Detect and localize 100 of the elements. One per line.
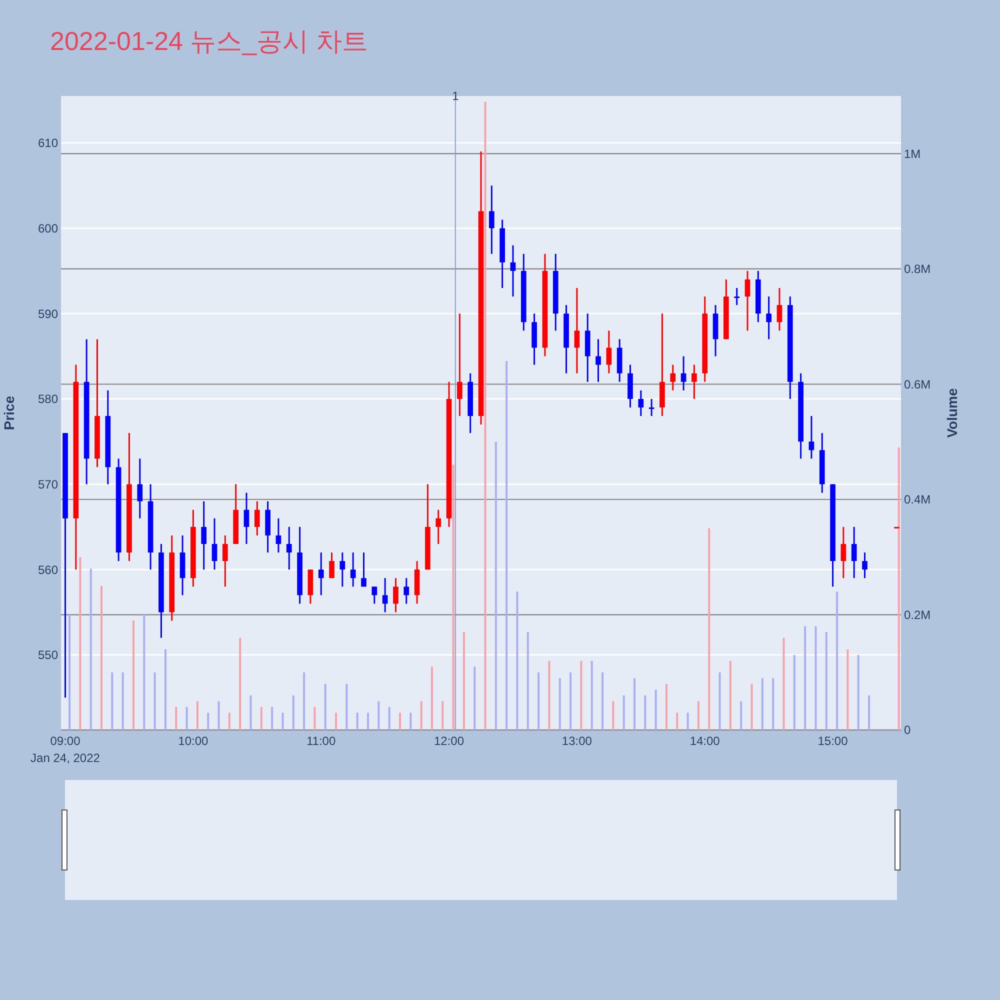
candlestick — [393, 577, 398, 613]
bar — [346, 684, 348, 730]
candlestick — [329, 552, 334, 579]
y-tick-label: 590 — [38, 306, 58, 321]
bar — [474, 666, 476, 730]
bar — [857, 655, 860, 730]
bar — [79, 557, 82, 730]
y2-tick-label: 0.8M — [904, 262, 931, 276]
y-tick-label: 610 — [38, 136, 58, 150]
bar — [718, 672, 721, 730]
bar — [335, 712, 338, 730]
bar — [590, 660, 593, 730]
bar — [772, 678, 774, 730]
x-tick-label: 12:00 — [434, 734, 464, 748]
bar — [143, 614, 146, 730]
bar — [111, 672, 114, 730]
y2-tick-label: 0.2M — [904, 608, 931, 622]
candlestick — [457, 312, 462, 417]
y-tick-label: 550 — [38, 648, 58, 662]
bar — [506, 361, 508, 730]
candlestick — [596, 338, 601, 383]
bar — [239, 638, 242, 730]
bar — [836, 592, 838, 730]
x-tick-label: 11:00 — [306, 734, 336, 748]
candlestick — [350, 552, 356, 588]
bar — [122, 672, 124, 730]
candlestick — [436, 509, 442, 545]
candlestick — [286, 526, 292, 570]
bar — [271, 706, 274, 730]
bar — [90, 568, 92, 730]
y-tick-label: 570 — [38, 477, 58, 492]
candlestick — [318, 552, 324, 596]
y2-axis-title: Volume — [944, 388, 960, 438]
y-tick-label: 560 — [38, 562, 58, 577]
bar — [516, 592, 518, 730]
bar — [218, 701, 220, 730]
bar — [367, 712, 370, 730]
candlestick — [734, 287, 740, 306]
bar — [442, 701, 444, 730]
candlestick — [510, 244, 516, 298]
candlestick — [361, 552, 366, 588]
bar — [207, 712, 210, 730]
bar — [356, 712, 358, 730]
bar — [494, 442, 497, 730]
y2-tick-label: 1M — [904, 146, 921, 161]
candlestick — [766, 296, 772, 340]
candlestick — [404, 577, 410, 604]
bar — [250, 695, 252, 730]
candlestick — [276, 518, 282, 554]
x-tick-label: 13:00 — [562, 734, 592, 748]
candlestick — [840, 526, 846, 579]
candlestick — [372, 586, 378, 604]
candlestick — [744, 270, 750, 332]
x-tick-label: 14:00 — [690, 734, 720, 748]
bar — [398, 712, 401, 730]
y2-tick-label: 0.4M — [904, 492, 931, 507]
bar — [654, 690, 657, 730]
bar — [729, 660, 732, 730]
candlestick — [670, 364, 676, 392]
bar — [196, 701, 198, 730]
bar — [708, 528, 710, 730]
x-tick-label: 15:00 — [818, 734, 848, 748]
candlestick — [222, 534, 228, 588]
candlestick — [638, 390, 644, 417]
bar — [410, 712, 412, 730]
candlestick — [574, 287, 580, 374]
y-axis-title: Price — [1, 396, 17, 430]
y-tick-label: 580 — [38, 392, 58, 406]
bar — [228, 712, 230, 730]
candlestick — [680, 356, 686, 392]
bar — [132, 620, 134, 730]
candlestick — [254, 500, 260, 536]
bar — [570, 672, 572, 730]
bar — [612, 701, 614, 730]
x-tick-label: 09:00 Jan 24, 2022 — [30, 734, 100, 765]
bar — [825, 632, 828, 730]
bar — [526, 632, 529, 730]
candlestick — [212, 518, 218, 570]
candlestick — [808, 415, 814, 460]
x-tick-label: 10:00 — [178, 734, 209, 748]
bar — [548, 660, 550, 730]
bar — [303, 672, 306, 730]
bar — [740, 701, 742, 730]
bar — [314, 706, 316, 730]
candlestick — [862, 552, 868, 579]
bar — [100, 586, 103, 730]
bar — [676, 712, 678, 730]
bar — [580, 660, 582, 730]
bar — [804, 626, 806, 730]
bar — [260, 706, 262, 730]
candlestick — [137, 458, 143, 520]
ref-line-label: 1 — [452, 89, 460, 103]
bar — [154, 672, 156, 730]
bar — [622, 695, 625, 730]
candlestick — [851, 526, 857, 579]
bar — [388, 706, 390, 730]
bar — [175, 706, 178, 730]
bar — [558, 678, 561, 730]
bar — [68, 614, 71, 730]
bar — [452, 464, 454, 730]
